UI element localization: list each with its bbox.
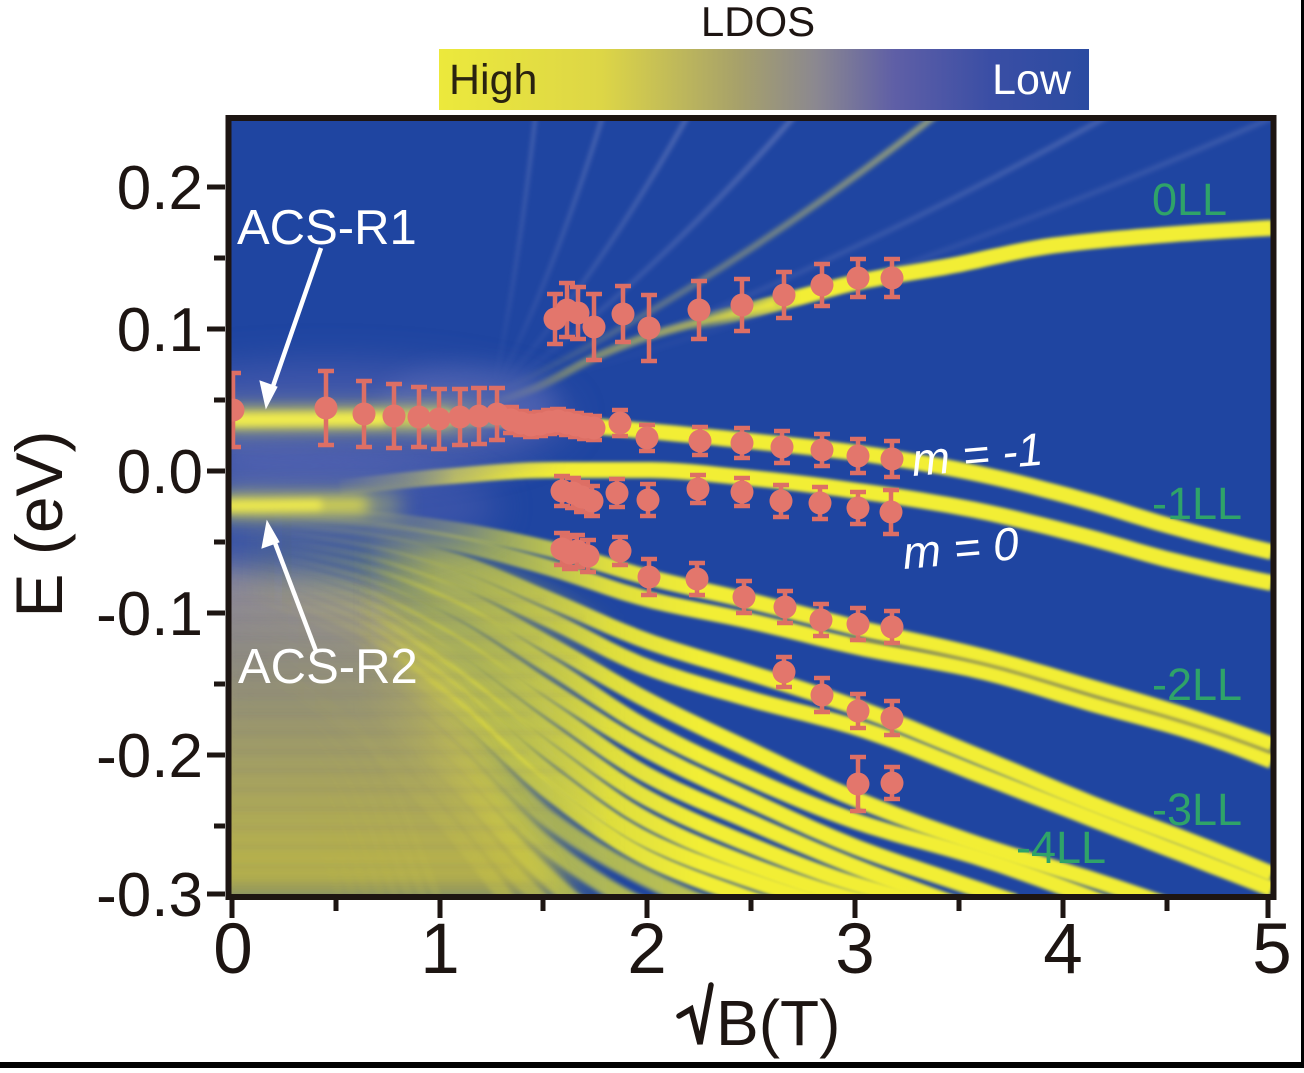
svg-text:High: High [449,56,537,104]
svg-text:ACS-R2: ACS-R2 [238,640,418,694]
svg-text:-3LL: -3LL [1152,784,1242,835]
svg-text:0.2: 0.2 [117,154,203,223]
svg-text:LDOS: LDOS [701,0,815,45]
svg-text:0LL: 0LL [1152,174,1227,225]
svg-text:m = 0: m = 0 [900,517,1021,579]
svg-text:1: 1 [420,910,460,989]
svg-text:3: 3 [835,910,875,989]
svg-text:-0.1: -0.1 [96,580,203,649]
svg-text:0.0: 0.0 [117,438,203,507]
svg-text:5: 5 [1252,910,1292,989]
svg-text:-0.3: -0.3 [96,861,203,930]
svg-text:B(T): B(T) [716,987,840,1059]
svg-text:-1LL: -1LL [1152,478,1242,529]
svg-text:-4LL: -4LL [1016,822,1106,873]
svg-text:-2LL: -2LL [1152,659,1242,710]
svg-text:0: 0 [213,910,253,989]
svg-text:0.1: 0.1 [117,296,203,365]
svg-text:Low: Low [992,56,1072,104]
svg-text:2: 2 [627,910,667,989]
svg-text:4: 4 [1043,910,1083,989]
svg-text:E (eV): E (eV) [2,430,76,617]
svg-text:-0.2: -0.2 [96,722,203,791]
svg-text:m = -1: m = -1 [909,423,1045,486]
svg-text:ACS-R1: ACS-R1 [237,201,417,255]
